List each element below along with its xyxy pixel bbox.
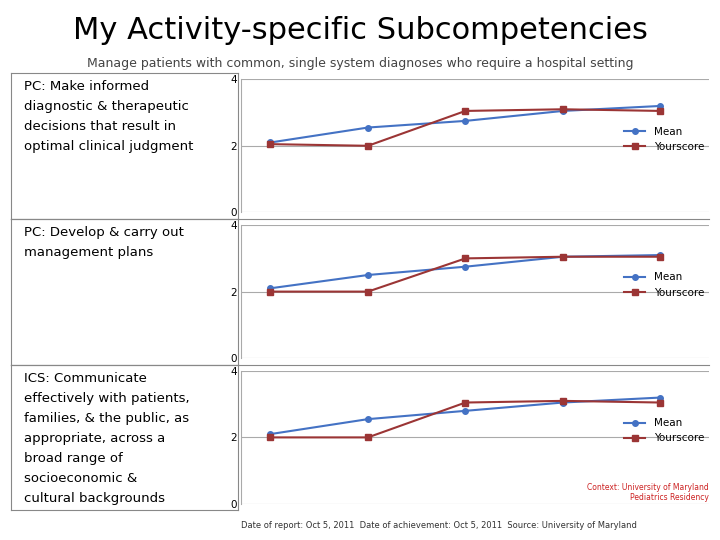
Text: My Activity-specific Subcompetencies: My Activity-specific Subcompetencies — [73, 16, 647, 45]
Legend: Mean, Yourscore: Mean, Yourscore — [624, 126, 704, 152]
Text: ICS: Communicate
effectively with patients,
families, & the public, as
appropria: ICS: Communicate effectively with patien… — [24, 372, 190, 505]
Legend: Mean, Yourscore: Mean, Yourscore — [624, 272, 704, 298]
Legend: Mean, Yourscore: Mean, Yourscore — [624, 418, 704, 443]
Text: PC: Develop & carry out
management plans: PC: Develop & carry out management plans — [24, 226, 184, 259]
Text: Date of report: Oct 5, 2011  Date of achievement: Oct 5, 2011  Source: Universit: Date of report: Oct 5, 2011 Date of achi… — [241, 521, 637, 530]
Text: PC: Make informed
diagnostic & therapeutic
decisions that result in
optimal clin: PC: Make informed diagnostic & therapeut… — [24, 80, 194, 153]
Text: Manage patients with common, single system diagnoses who require a hospital sett: Manage patients with common, single syst… — [86, 57, 634, 70]
Text: Context: University of Maryland
Pediatrics Residency: Context: University of Maryland Pediatri… — [588, 483, 709, 502]
